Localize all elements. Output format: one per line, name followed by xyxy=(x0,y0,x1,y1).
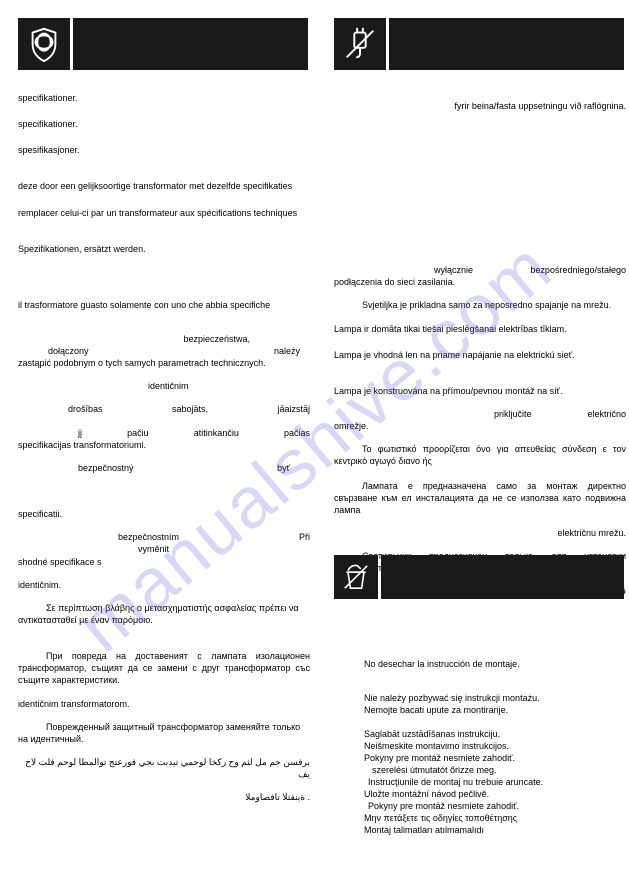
header-bar-left xyxy=(73,18,308,70)
right-column: fyrir beina/fasta uppsetningu við raflög… xyxy=(334,92,626,609)
text-entry: il trasformatore guasto solamente con un… xyxy=(18,299,310,311)
text-entry: Lampa je vhodná len na priame napájanie … xyxy=(334,349,626,361)
text-entry: deze door een gelijksoortige transformat… xyxy=(18,180,310,192)
text-fragment: byť xyxy=(277,462,290,474)
text-entry: برفسن جم مل لثم وح ركخا لوحمي تیدبت بجي … xyxy=(18,756,310,780)
text-fragment: električno xyxy=(587,408,626,420)
text-entry: Лампата е предназначена само за монтаж д… xyxy=(334,480,626,516)
instruction: Instrucţiunile de montaj nu trebuie arun… xyxy=(334,777,624,787)
text-entry: priključite električno omrežje. xyxy=(334,408,626,432)
header-bar-section2 xyxy=(381,555,624,599)
text-entry: identičnim. xyxy=(18,579,310,591)
text-fragment: atitinkančiu xyxy=(194,427,239,439)
text-fragment: pačiu xyxy=(127,427,149,439)
instruction: Nemojte bacati upute za montiranje. xyxy=(334,705,624,715)
section-two: No desechar la instrucción de montaje. N… xyxy=(334,555,624,837)
header-section2 xyxy=(334,555,624,599)
text-fragment: bezpośredniego/stałego xyxy=(530,264,626,276)
text-fragment: zastąpić podobnym o tych samych parametr… xyxy=(18,357,310,369)
text-fragment: bezpečnostný xyxy=(78,462,134,474)
text-fragment: priključite xyxy=(494,408,532,420)
text-entry: bezpečnostný byť xyxy=(18,462,310,474)
text-fragment: dołączony xyxy=(48,345,89,357)
text-fragment: vyměnit xyxy=(18,543,310,555)
text-entry: Поврежденный защитный трансформатор заме… xyxy=(18,721,310,745)
text-entry: identičnim drošības sabojāts, jāaizstāj xyxy=(18,380,310,414)
instruction: Montaj talimatları atılmamalıdı xyxy=(334,825,624,835)
text-fragment: podłączenia do sieci zasilania. xyxy=(334,276,626,288)
text-entry: fyrir beina/fasta uppsetningu við raflög… xyxy=(334,100,626,112)
text-fragment: specifikacijas transformatoriumi. xyxy=(18,439,310,451)
text-entry: Το φωτιστικό προορίζεται όνο για απευθεί… xyxy=(334,443,626,467)
text-fragment: należy xyxy=(274,345,300,357)
text-fragment: wyłącznie xyxy=(434,264,473,276)
text-fragment: jāaizstāj xyxy=(277,403,310,415)
no-trash-icon xyxy=(334,555,378,599)
text-entry: spesifikasjoner. xyxy=(18,144,310,156)
instruction: Neišmeskite montavimo instrukcijos. xyxy=(334,741,624,751)
instruction: szerelési útmutatót őrizze meg. xyxy=(334,765,624,775)
instruction: Uložte montážní návod pečlivě. xyxy=(334,789,624,799)
text-fragment: drošības xyxy=(68,403,103,415)
no-plug-icon xyxy=(334,18,386,70)
text-entry: bezpečnostním Při vyměnit shodné specifik… xyxy=(18,531,310,567)
text-fragment: jį xyxy=(78,427,82,439)
text-fragment: bezpečnostním xyxy=(118,531,179,543)
text-entry: specifikationer. xyxy=(18,92,310,104)
text-entry: specificatii. xyxy=(18,508,310,520)
text-entry: bezpieczeństwa, dołączony należy zastąpić… xyxy=(18,333,310,369)
text-entry: Σε περίπτωση βλάβης ο μετασχηματιστής ασ… xyxy=(18,602,310,626)
instruction: Nie należy pozbywać się instrukcji monta… xyxy=(334,693,624,703)
text-fragment: sabojāts, xyxy=(172,403,208,415)
instruction: Μην πετάξετε τις οδηγίες τοποθέτησης xyxy=(334,813,624,823)
text-entry: remplacer celui-ci par un transformateur… xyxy=(18,207,310,219)
text-fragment: shodné specifikace s xyxy=(18,556,310,568)
text-entry: električnu mrežu. xyxy=(334,527,626,539)
text-fragment: pačias xyxy=(284,427,310,439)
text-entry: Lampa ir domāta tikai tiešai pieslēgšana… xyxy=(334,323,626,335)
text-fragment: identičnim xyxy=(18,380,310,392)
header-bar-right xyxy=(389,18,624,70)
text-fragment: omrežje. xyxy=(334,420,626,432)
instruction: No desechar la instrucción de montaje. xyxy=(334,659,624,669)
text-fragment: bezpieczeństwa, xyxy=(183,334,250,344)
text-fragment: Při xyxy=(299,531,310,543)
text-entry: wyłącznie bezpośredniego/stałego podłącze… xyxy=(334,264,626,288)
text-entry: Svjetiljka je prikladna samo za neposred… xyxy=(334,299,626,311)
text-entry: При повреда на доставеният с лампата изо… xyxy=(18,650,310,686)
text-entry: Lampa je konstruována na přímou/pevnou m… xyxy=(334,385,626,397)
text-entry: identičnim transformatorom. xyxy=(18,698,310,710)
text-entry: specifikationer. xyxy=(18,118,310,130)
instruction: Saglabāt uzstādīšanas instrukciju. xyxy=(334,729,624,739)
shield-icon xyxy=(18,18,70,70)
text-entry: Spezifikationen, ersätzt werden. xyxy=(18,243,310,255)
instruction: Pokyny pre montáž nesmiete zahodiť. xyxy=(334,801,624,811)
instruction: Pokyny pre montáž nesmiete zahodiť. xyxy=(334,753,624,763)
header-left xyxy=(18,18,308,70)
header-right xyxy=(334,18,624,70)
left-column: specifikationer. specifikationer. spesif… xyxy=(18,92,310,814)
text-entry: jį pačiu atitinkančiu pačias specifikacijas… xyxy=(18,427,310,451)
text-entry: . ةينقتلا تافصاوملا xyxy=(18,791,310,803)
